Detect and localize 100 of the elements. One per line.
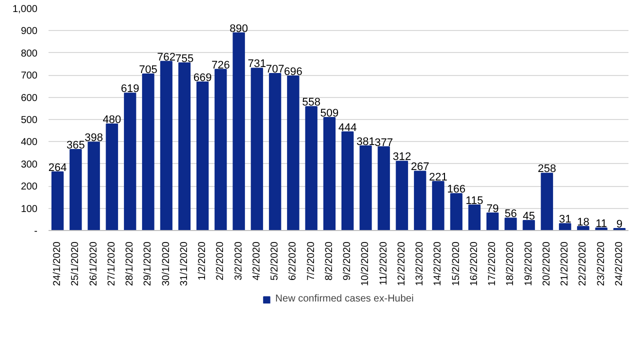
data-label: 696 bbox=[284, 66, 302, 78]
bar bbox=[70, 148, 82, 230]
bar bbox=[305, 106, 318, 230]
bar bbox=[250, 68, 264, 230]
x-tick-label: 8/2/2020 bbox=[324, 241, 335, 280]
x-tick-label: 15/2/2020 bbox=[450, 241, 462, 286]
x-tick-label: 3/2/2020 bbox=[233, 241, 244, 280]
x-tick-label: 18/2/2020 bbox=[505, 241, 516, 286]
data-label: 619 bbox=[120, 83, 140, 96]
bar bbox=[232, 32, 245, 230]
y-tick-label: 300 bbox=[20, 159, 38, 170]
data-label: 45 bbox=[522, 210, 535, 223]
bar bbox=[268, 73, 282, 230]
legend-label: New confirmed cases ex-Hubei bbox=[275, 294, 414, 304]
y-tick-label: 1,000 bbox=[12, 4, 38, 15]
x-tick-label: 17/2/2020 bbox=[487, 241, 498, 286]
data-label: 11 bbox=[596, 218, 608, 230]
bar bbox=[106, 123, 118, 230]
x-tick-label: 5/2/2020 bbox=[270, 241, 281, 280]
data-label: 381 bbox=[356, 136, 375, 148]
data-label: 365 bbox=[66, 139, 85, 152]
data-label: 377 bbox=[374, 136, 393, 149]
y-tick-label: 900 bbox=[20, 26, 38, 38]
data-label: 56 bbox=[504, 208, 517, 220]
data-label: 166 bbox=[447, 184, 466, 196]
x-tick-label: 20/2/2020 bbox=[541, 241, 552, 286]
bar bbox=[196, 81, 209, 230]
x-tick-label: 19/2/2020 bbox=[523, 241, 534, 286]
bar bbox=[540, 172, 554, 230]
x-tick-label: 14/2/2020 bbox=[432, 241, 444, 286]
data-label: 115 bbox=[466, 194, 484, 207]
bar bbox=[577, 226, 590, 230]
data-label: 762 bbox=[157, 51, 176, 64]
x-tick-label: 31/1/2020 bbox=[178, 241, 190, 286]
data-label: 444 bbox=[338, 122, 357, 134]
x-tick-label: 24/1/2020 bbox=[52, 241, 64, 286]
data-label: 558 bbox=[302, 96, 320, 109]
bar bbox=[51, 171, 64, 230]
x-tick-label: 30/1/2020 bbox=[160, 241, 172, 286]
bar bbox=[378, 146, 390, 230]
bar bbox=[432, 180, 444, 230]
bar bbox=[522, 220, 535, 230]
bar bbox=[178, 62, 191, 230]
x-tick-label: 23/2/2020 bbox=[596, 241, 607, 286]
data-label: 258 bbox=[538, 163, 556, 176]
x-tick-label: 16/2/2020 bbox=[468, 241, 480, 286]
bar bbox=[88, 142, 100, 230]
x-tick-label: 21/2/2020 bbox=[560, 241, 571, 286]
y-tick-label: 500 bbox=[20, 115, 38, 126]
x-tick-label: 28/1/2020 bbox=[124, 241, 136, 286]
data-label: 9 bbox=[616, 218, 623, 230]
data-label: 705 bbox=[139, 64, 158, 76]
data-label: 267 bbox=[410, 161, 430, 174]
data-label: 480 bbox=[102, 114, 122, 126]
x-tick-label: 7/2/2020 bbox=[306, 241, 317, 280]
data-label: 312 bbox=[392, 151, 412, 164]
bar bbox=[504, 218, 517, 230]
x-tick-label: 10/2/2020 bbox=[360, 241, 372, 286]
x-tick-label: 25/1/2020 bbox=[70, 241, 82, 286]
x-tick-label: 26/1/2020 bbox=[88, 241, 100, 286]
data-label: 18 bbox=[577, 216, 590, 229]
bar bbox=[486, 212, 499, 230]
y-tick-label: 700 bbox=[20, 70, 38, 82]
data-label: 890 bbox=[230, 22, 248, 35]
x-tick-label: 29/1/2020 bbox=[142, 241, 154, 286]
bar bbox=[287, 75, 300, 230]
data-label: 79 bbox=[486, 202, 499, 215]
data-label: 726 bbox=[212, 59, 230, 72]
bar bbox=[360, 145, 372, 230]
data-label: 264 bbox=[48, 162, 67, 174]
data-label: 398 bbox=[84, 132, 103, 144]
x-tick-label: 11/2/2020 bbox=[378, 241, 390, 286]
data-label: 669 bbox=[193, 72, 212, 84]
x-tick-label: 6/2/2020 bbox=[288, 241, 299, 280]
x-tick-label: 9/2/2020 bbox=[342, 241, 354, 280]
bar bbox=[341, 131, 354, 230]
bar bbox=[142, 73, 154, 230]
bar bbox=[468, 204, 481, 230]
bar bbox=[414, 170, 426, 230]
x-tick-label: 2/2/2020 bbox=[215, 241, 226, 280]
y-tick-label: 800 bbox=[20, 48, 38, 60]
x-tick-label: 1/2/2020 bbox=[197, 241, 208, 280]
bar bbox=[396, 160, 408, 230]
data-label: 707 bbox=[266, 64, 284, 76]
x-tick-label: 22/2/2020 bbox=[578, 241, 589, 286]
bar bbox=[323, 117, 336, 230]
data-label: 755 bbox=[175, 52, 194, 65]
x-tick-label: 13/2/2020 bbox=[414, 241, 426, 286]
x-tick-label: 12/2/2020 bbox=[396, 241, 408, 286]
x-tick-label: 24/2/2020 bbox=[614, 241, 625, 286]
bar bbox=[558, 223, 572, 230]
x-tick-label: 4/2/2020 bbox=[251, 241, 262, 280]
y-tick-label: - bbox=[34, 226, 38, 237]
y-tick-label: 600 bbox=[20, 92, 38, 104]
bar bbox=[124, 92, 136, 230]
data-label: 221 bbox=[429, 171, 448, 184]
bar bbox=[160, 60, 172, 230]
x-tick-label: 27/1/2020 bbox=[106, 241, 118, 286]
bar bbox=[214, 68, 227, 230]
data-label: 31 bbox=[558, 214, 572, 226]
